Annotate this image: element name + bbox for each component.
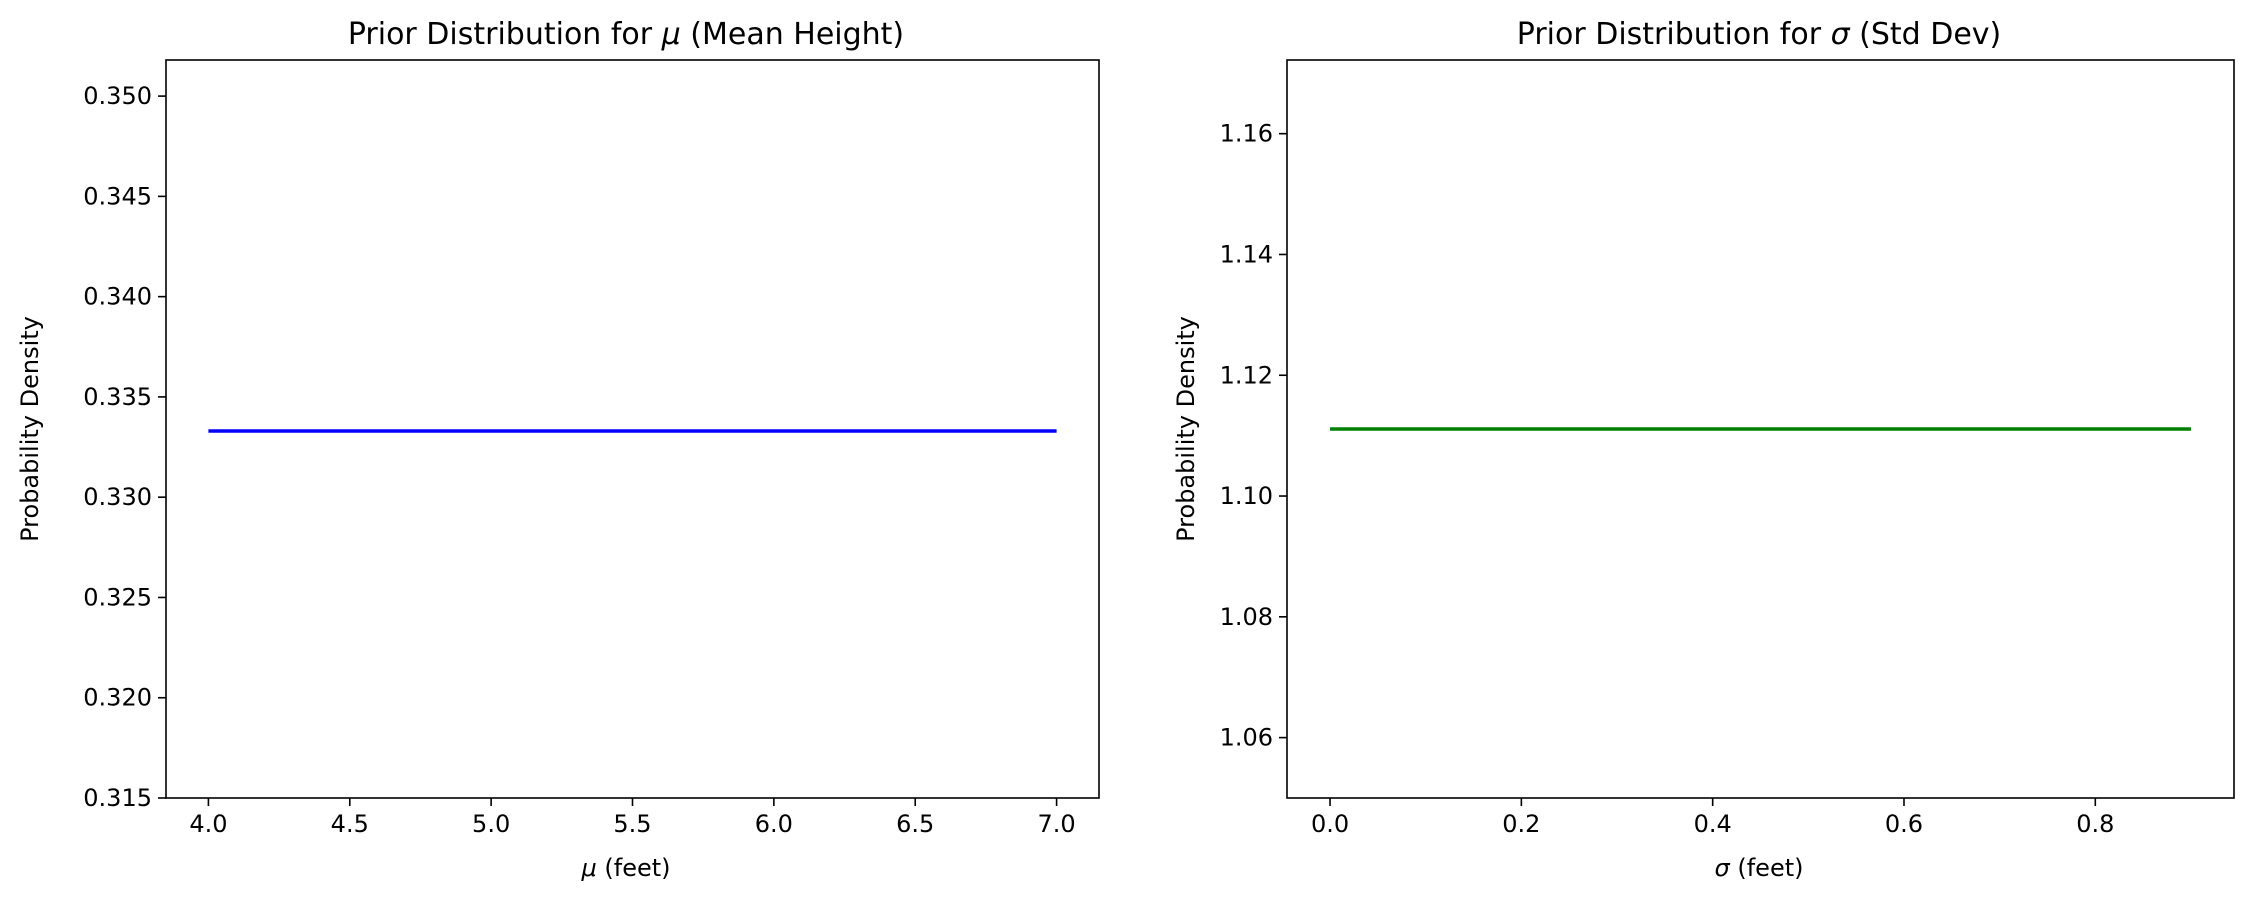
x-axis-label: σ (feet) xyxy=(1715,854,1804,882)
y-tick-label: 0.330 xyxy=(83,483,152,511)
x-tick-label: 6.5 xyxy=(896,810,934,838)
plot-area xyxy=(1286,59,2235,799)
y-axis-label: Probability Density xyxy=(1172,316,1200,542)
x-tick-label: 0.2 xyxy=(1502,810,1540,838)
y-tick-label: 1.16 xyxy=(1220,120,1273,148)
y-ticks: 1.06 1.08 1.10 1.12 1.14 1.16 xyxy=(1220,120,1287,752)
x-axis-label: μ (feet) xyxy=(580,854,670,882)
y-tick-label: 1.14 xyxy=(1220,240,1273,268)
plot-area xyxy=(165,59,1100,799)
x-tick-label: 7.0 xyxy=(1038,810,1076,838)
y-tick-label: 0.325 xyxy=(83,583,152,611)
x-tick-label: 6.0 xyxy=(755,810,793,838)
x-tick-label: 0.8 xyxy=(2076,810,2114,838)
y-tick-label: 1.06 xyxy=(1220,724,1273,752)
x-tick-label: 0.0 xyxy=(1311,810,1349,838)
y-tick-label: 1.12 xyxy=(1220,361,1273,389)
y-tick-label: 0.320 xyxy=(83,684,152,712)
chart-sigma-prior: Prior Distribution for σ (Std Dev) 1.061… xyxy=(1172,17,2235,882)
y-tick-label: 0.345 xyxy=(83,182,152,210)
x-tick-label: 4.0 xyxy=(189,810,227,838)
y-tick-label: 1.08 xyxy=(1220,603,1273,631)
x-tick-label: 0.4 xyxy=(1694,810,1732,838)
x-tick-label: 5.5 xyxy=(613,810,651,838)
y-tick-label: 0.335 xyxy=(83,383,152,411)
x-tick-label: 0.6 xyxy=(1885,810,1923,838)
chart-title: Prior Distribution for σ (Std Dev) xyxy=(1517,17,2001,52)
x-tick-label: 5.0 xyxy=(472,810,510,838)
y-tick-label: 0.350 xyxy=(83,82,152,110)
x-tick-label: 4.5 xyxy=(331,810,369,838)
y-tick-label: 0.340 xyxy=(83,283,152,311)
chart-title: Prior Distribution for μ (Mean Height) xyxy=(348,17,904,52)
y-ticks: 0.315 0.320 0.325 0.330 0.335 0.340 0.345 0.350 xyxy=(83,82,166,812)
y-axis-label: Probability Density xyxy=(16,316,44,542)
chart-mu-prior: Prior Distribution for μ (Mean Height) 0… xyxy=(16,17,1100,882)
y-tick-label: 1.10 xyxy=(1220,482,1273,510)
x-ticks: 4.0 4.5 5.0 5.5 6.0 6.5 7.0 xyxy=(189,798,1076,838)
x-ticks: 0.0 0.2 0.4 0.6 0.8 xyxy=(1311,798,2114,838)
y-tick-label: 0.315 xyxy=(83,784,152,812)
